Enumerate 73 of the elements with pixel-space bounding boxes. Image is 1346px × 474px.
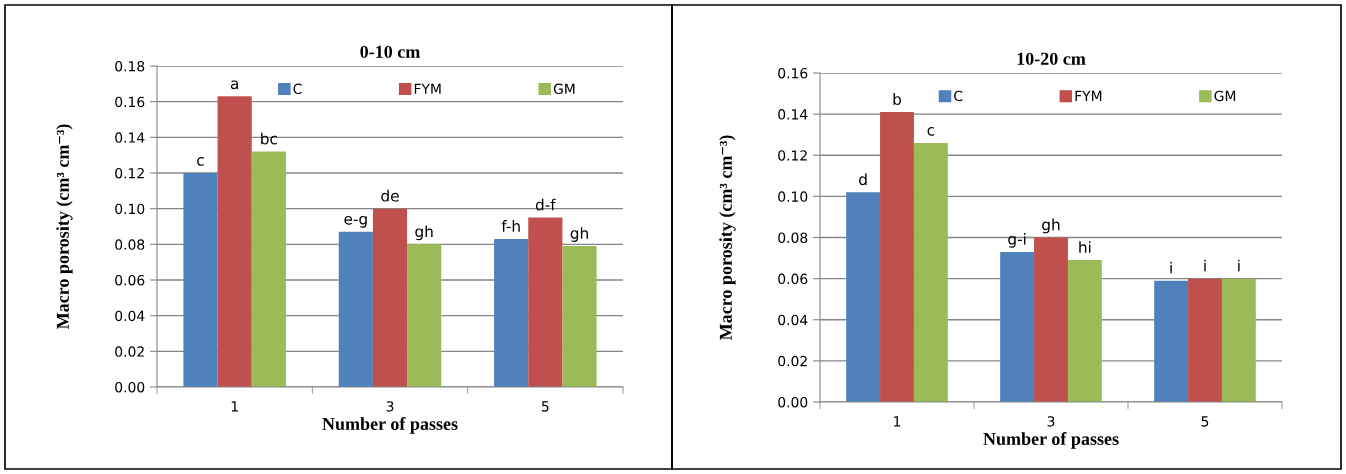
bar	[528, 217, 563, 387]
y-tick-label: 0.12	[778, 150, 807, 161]
legend-label: FYM	[414, 83, 441, 94]
x-axis-title: Number of passes	[983, 432, 1119, 449]
data-label: hi	[1079, 241, 1091, 253]
y-tick-label: 0.14	[115, 132, 145, 143]
data-label: gh	[570, 227, 588, 242]
bar	[846, 192, 881, 402]
y-tick-label: 0.08	[778, 232, 808, 243]
bar	[407, 244, 442, 387]
y-tick-label: 0.04	[778, 314, 808, 326]
x-tick-label: 1	[231, 401, 238, 412]
bar	[1067, 260, 1102, 402]
data-label: de	[381, 189, 399, 202]
x-axis-title: Number of passes	[322, 417, 458, 434]
y-tick-label: 0.04	[115, 310, 145, 322]
data-label: bc	[261, 132, 277, 145]
data-label: gh	[415, 225, 433, 241]
bar	[1188, 278, 1222, 402]
bar	[251, 151, 286, 387]
bar	[183, 173, 218, 387]
y-tick-label: 0.16	[778, 67, 808, 79]
y-tick-label: 0.12	[115, 167, 144, 179]
data-label: g-i	[1008, 232, 1026, 248]
y-tick-label: 0.00	[115, 381, 145, 393]
bar	[913, 142, 948, 402]
x-tick-label: 1	[894, 416, 901, 427]
bar	[1000, 251, 1035, 402]
y-tick-label: 0.08	[115, 239, 145, 250]
legend-label: GM	[553, 83, 575, 95]
x-tick-label: 5	[541, 401, 549, 412]
bar	[562, 246, 597, 387]
y-tick-label: 0.02	[115, 346, 144, 357]
data-label: c	[197, 157, 204, 166]
data-label: d	[859, 173, 867, 186]
bar	[1154, 280, 1189, 402]
x-tick-label: 3	[1047, 416, 1055, 427]
y-tick-label: 0.18	[115, 60, 145, 72]
data-label: e-g	[344, 215, 367, 228]
y-tick-label: 0.06	[778, 273, 808, 285]
data-label: i	[1170, 261, 1172, 274]
x-tick-label: 3	[386, 401, 394, 412]
chart-title: 0-10 cm	[360, 45, 421, 58]
y-tick-label: 0.10	[778, 191, 808, 202]
y-tick-label: 0.16	[115, 96, 145, 108]
legend-label: GM	[1214, 90, 1236, 102]
legend-label: C	[954, 90, 963, 102]
data-label: c	[927, 127, 935, 136]
y-tick-label: 0.10	[115, 203, 145, 215]
data-label: a	[230, 80, 238, 90]
data-label: b	[893, 93, 902, 105]
y-axis-title: Macro porosity (cm³ cm⁻³)	[719, 135, 736, 341]
bar	[494, 238, 529, 387]
data-label: gh	[1042, 218, 1060, 234]
bar	[1034, 237, 1068, 402]
y-tick-label: 0.00	[778, 396, 808, 408]
y-tick-label: 0.02	[778, 355, 807, 367]
bar	[217, 96, 252, 387]
bar	[338, 231, 373, 387]
data-label: f-h	[501, 220, 520, 232]
bar	[1221, 278, 1256, 402]
legend-label: C	[293, 83, 302, 95]
y-tick-label: 0.06	[115, 274, 145, 286]
chart-title: 10-20 cm	[1017, 52, 1086, 65]
bar	[880, 112, 914, 402]
y-axis-title: Macro porosity (cm³ cm⁻³)	[56, 124, 73, 330]
data-label: i	[1204, 259, 1206, 272]
data-label: i	[1238, 259, 1240, 272]
legend-label: FYM	[1075, 90, 1102, 101]
y-tick-label: 0.14	[778, 109, 808, 120]
x-tick-label: 5	[1201, 416, 1209, 427]
data-label: d-f	[535, 198, 556, 211]
bar	[372, 208, 408, 387]
